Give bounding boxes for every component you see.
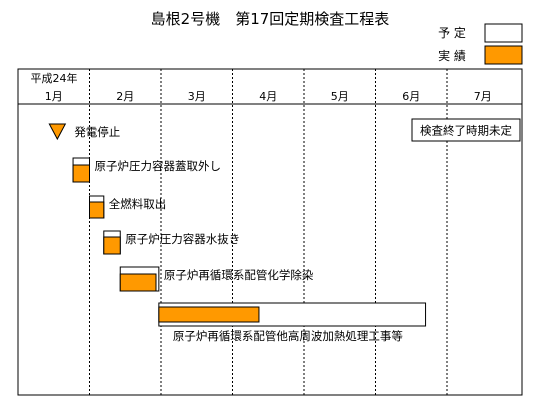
month-labels: 1月 2月 3月 4月 5月 6月 7月 [45,90,492,103]
month-label: 6月 [402,90,420,103]
month-label: 5月 [331,90,349,103]
task-actual-bar [72,164,90,183]
legend-actual-label: 実 績 [438,48,466,63]
month-label: 2月 [116,90,134,103]
task-label: 原子炉圧力容器蓋取外し [95,159,222,173]
month-label: 3月 [188,90,206,103]
year-label: 平成24年 [31,71,78,85]
legend-actual-swatch [484,45,523,65]
task-actual-bar [158,306,260,323]
task: 原子炉圧力容器蓋取外し [72,157,222,183]
task: 原子炉圧力容器水抜き [103,230,240,255]
task-actual-bar [89,201,105,219]
milestone-marker [48,123,67,141]
task-actual-bar [103,236,121,255]
month-label: 7月 [474,90,492,103]
month-label: 1月 [45,90,63,103]
task-label: 原子炉再循環系配管化学除染 [164,268,314,282]
month-label: 4月 [259,90,277,103]
task-label: 原子炉圧力容器水抜き [125,232,240,246]
task-label: 原子炉再循環系配管他高周波加熱処理工事等 [173,329,403,343]
legend-planned-label: 予 定 [438,25,466,40]
task-bars: 原子炉圧力容器蓋取外し全燃料取出原子炉圧力容器水抜き原子炉再循環系配管化学除染原… [72,157,427,343]
task-actual-bar [119,273,157,292]
status-note-box [411,118,521,142]
chart-title: 島根2号機 第17回定期検査工程表 [151,10,390,28]
task: 原子炉再循環系配管他高周波加熱処理工事等 [158,302,427,343]
task: 原子炉再循環系配管化学除染 [119,266,314,292]
status-note: 検査終了時期未定 [420,124,512,138]
milestones: 発電停止 [48,123,120,141]
legend-planned-swatch [484,23,523,43]
task: 全燃料取出 [89,195,167,219]
milestone-label: 発電停止 [74,125,120,139]
task-label: 全燃料取出 [109,197,167,211]
chart-frame [17,68,523,396]
